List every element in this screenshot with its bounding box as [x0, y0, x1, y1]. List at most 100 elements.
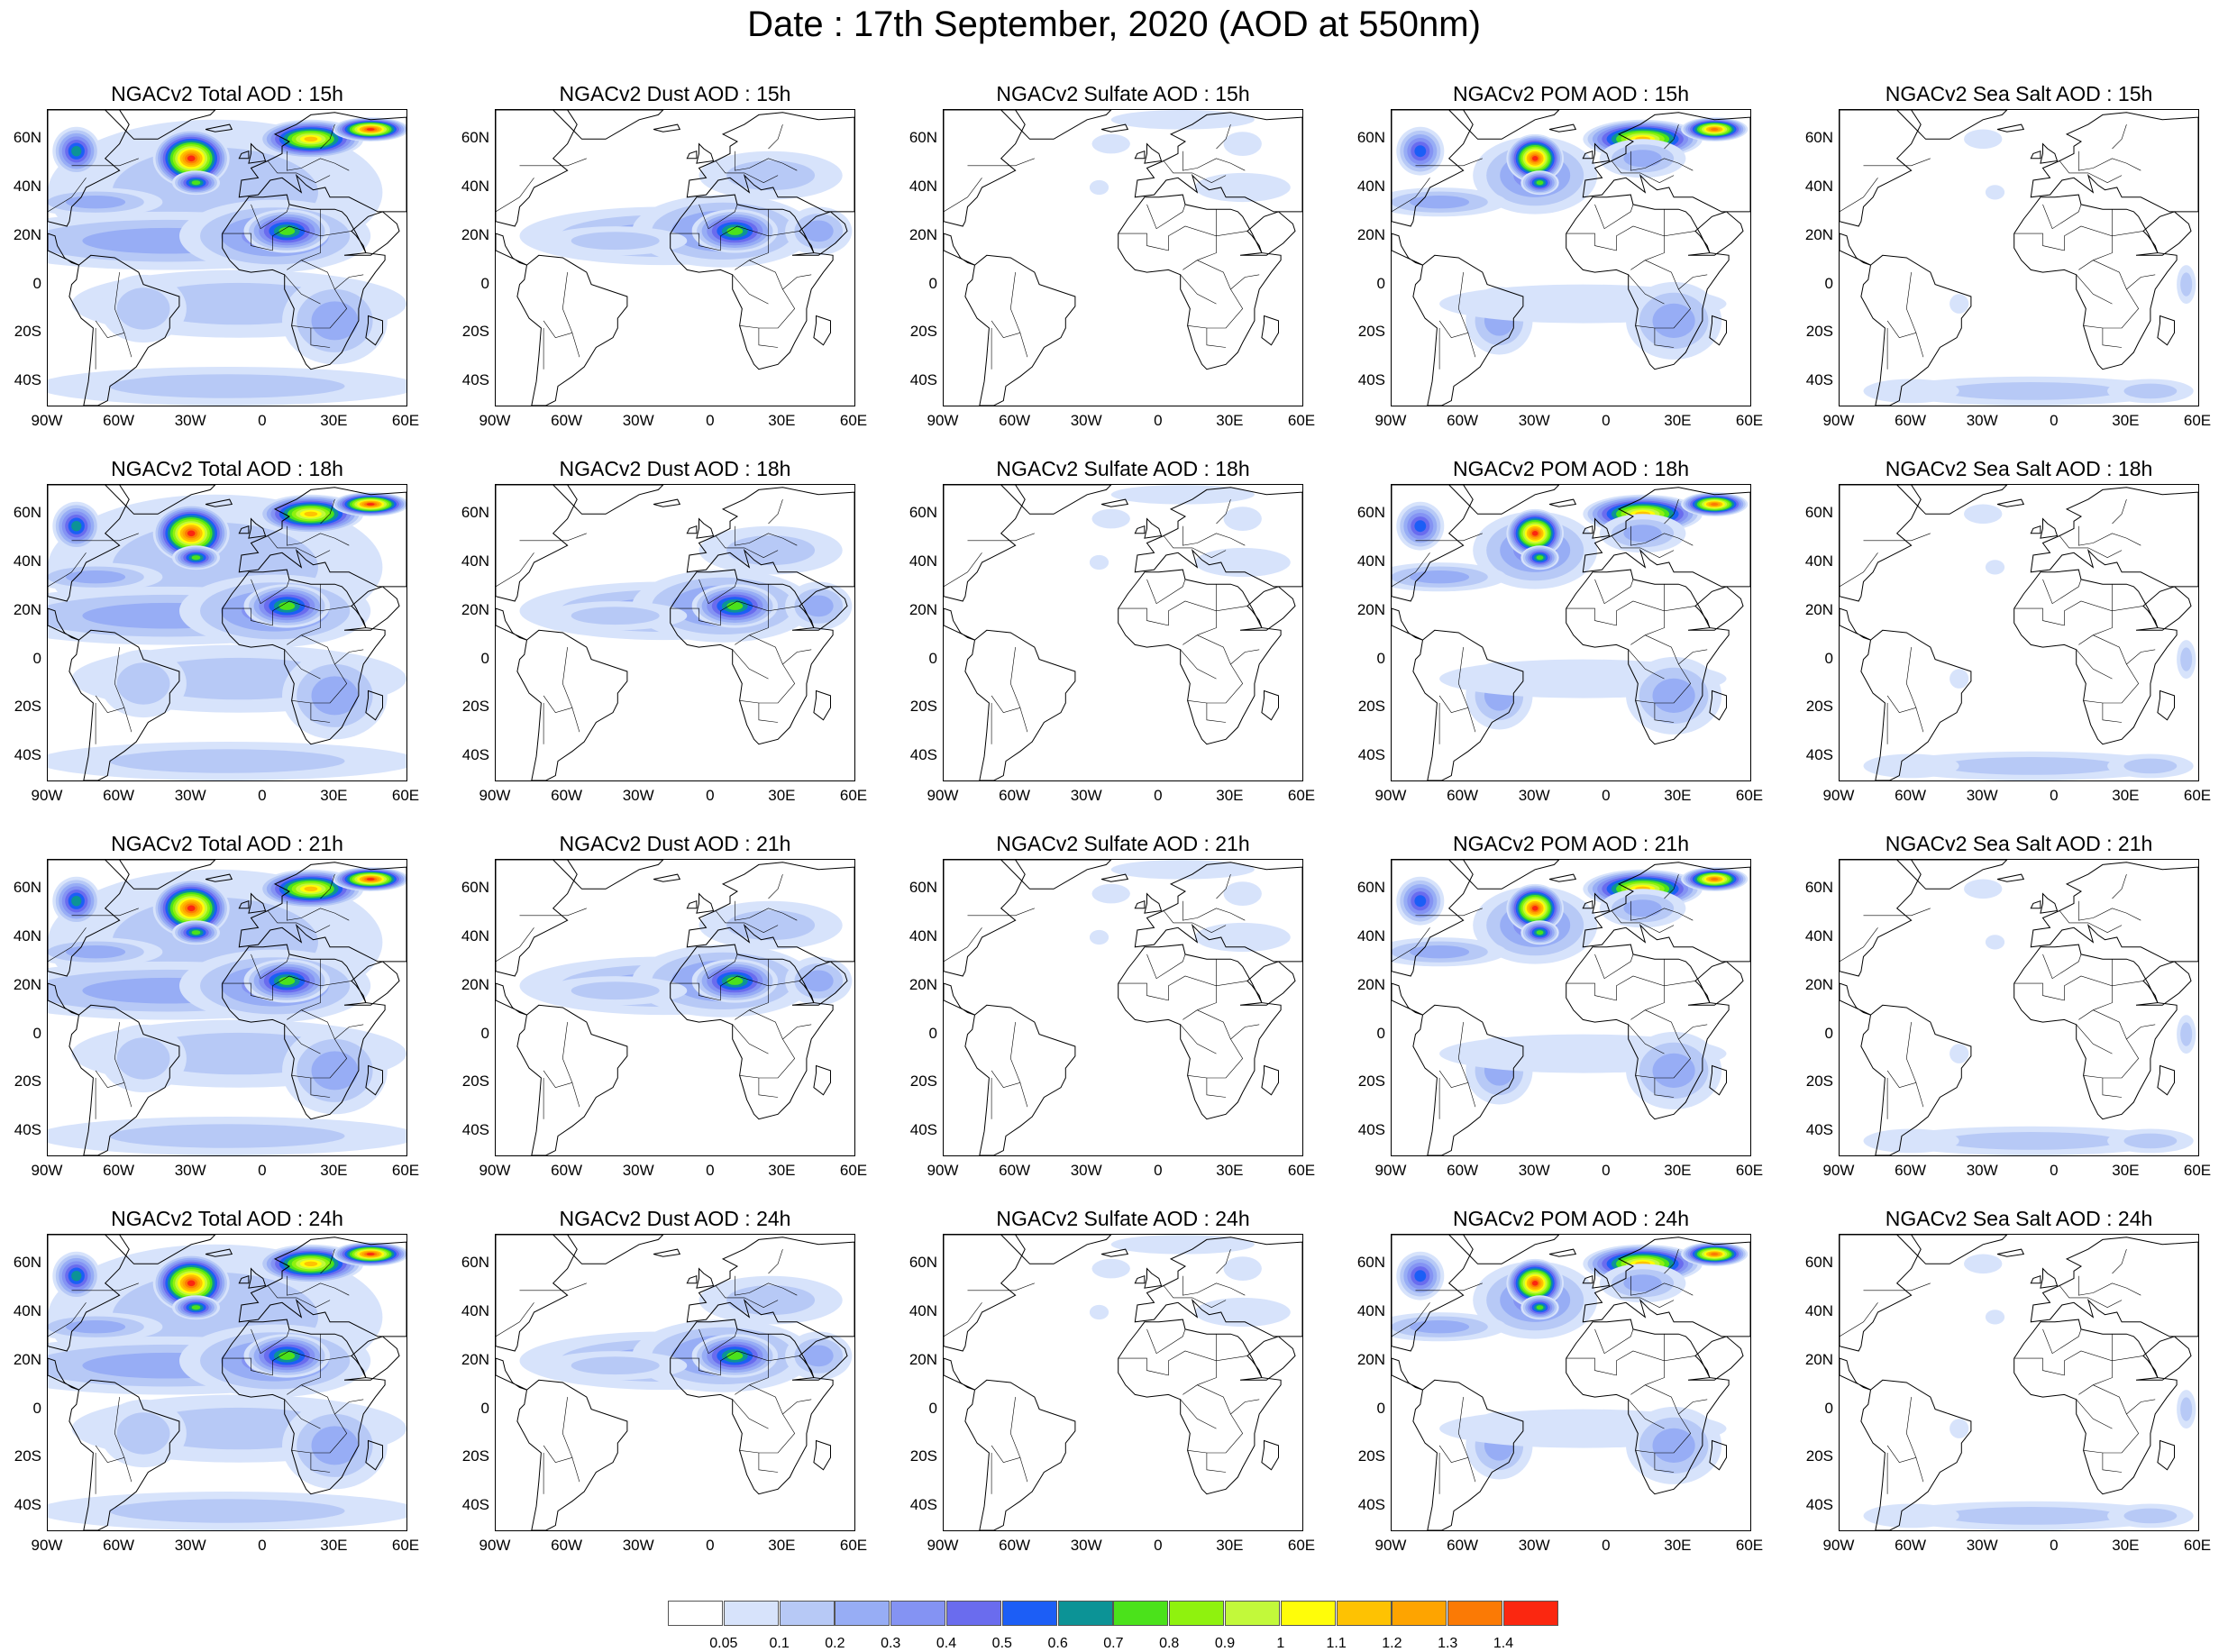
coastline [1392, 607, 1423, 641]
map-plot-area [495, 1234, 855, 1531]
lat-tick-label: 20N [461, 1350, 489, 1368]
coastline [2030, 1275, 2041, 1284]
country-border [496, 178, 534, 213]
coastline [944, 860, 1026, 977]
aod-plume [1942, 757, 2120, 775]
coastline [1860, 629, 1972, 780]
colorbar-swatch [1503, 1601, 1558, 1626]
aod-map [1840, 860, 2198, 1155]
country-border [1187, 1384, 1244, 1454]
map-panel-sulfate: NGACv2 Sulfate AOD : 15h 60N 40N 20N 0 20S 40S… [896, 81, 1315, 451]
coastline [552, 110, 664, 140]
colorbar-tick-label: 0.9 [1214, 1636, 1236, 1651]
country-border [1415, 533, 1483, 542]
lon-tick-label: 60W [103, 1162, 135, 1179]
country-border [267, 1285, 331, 1309]
aod-plume [366, 878, 375, 881]
lon-tick-label: 90W [31, 1162, 63, 1179]
map-panel-sulfate: NGACv2 Sulfate AOD : 21h 60N 40N 20N 0 20S 40S… [896, 831, 1315, 1200]
country-border [1216, 1249, 1231, 1274]
country-border [1630, 900, 1694, 921]
aod-plume [1942, 1132, 2120, 1150]
map-plot-area [1839, 109, 2199, 406]
country-border [1566, 225, 1665, 270]
lat-tick-label: 40S [461, 746, 489, 764]
lon-tick-label: 90W [1822, 412, 1855, 429]
lon-tick-label: 60W [1895, 1162, 1927, 1179]
coastline [1134, 525, 1146, 534]
coastline [1709, 1064, 1727, 1096]
coastline [496, 1357, 527, 1391]
country-border [734, 1275, 798, 1296]
country-border [1206, 703, 1227, 723]
coastline [1840, 233, 1871, 266]
country-border [2013, 975, 2113, 1020]
coastline [496, 982, 527, 1016]
lon-tick-label: 30E [1216, 412, 1244, 429]
country-border [2112, 959, 2144, 987]
lon-tick-label: 0 [2050, 1537, 2059, 1554]
coastline [104, 1235, 216, 1264]
country-border [1180, 274, 1217, 305]
country-border [284, 274, 321, 305]
coastline [238, 525, 250, 534]
lat-tick-label: 40N [461, 552, 489, 570]
aod-map [944, 860, 1302, 1155]
panel-title: NGACv2 Dust AOD : 18h [559, 457, 791, 480]
map-plot-area [47, 109, 407, 406]
lon-tick-label: 60E [391, 1537, 420, 1554]
colorbar-tick-label: 1.4 [1493, 1636, 1514, 1651]
map-plot-area [47, 484, 407, 781]
country-border [1678, 1024, 1708, 1040]
lon-tick-label: 30W [174, 787, 206, 804]
country-border [758, 703, 779, 723]
aod-plume [2123, 1508, 2178, 1524]
country-border [284, 1024, 321, 1054]
panel-title: NGACv2 Sea Salt AOD : 24h [1885, 1207, 2153, 1230]
lat-tick-label: 40N [1804, 552, 1833, 570]
coastline [248, 142, 267, 164]
country-border [1654, 1078, 1675, 1098]
country-border [1611, 535, 1675, 559]
country-border [1146, 579, 1186, 605]
lon-tick-label: 60W [551, 1162, 583, 1179]
country-border [71, 908, 139, 917]
coastline [1548, 873, 1577, 882]
lon-tick-label: 60E [839, 1162, 868, 1179]
coastline [2157, 1439, 2175, 1471]
aod-plume [1711, 878, 1719, 881]
aod-plume [803, 1345, 834, 1367]
country-border [519, 533, 587, 542]
coastline [1582, 1237, 1750, 1337]
country-border [2059, 910, 2123, 934]
coastline [813, 689, 831, 721]
lat-tick-label: 20N [1356, 600, 1385, 618]
coastline [791, 211, 848, 256]
country-border [782, 1399, 812, 1415]
lat-tick-label: 20S [909, 1447, 937, 1465]
country-border [1216, 1334, 1248, 1362]
country-border [1206, 1453, 1227, 1473]
country-border [1628, 1024, 1665, 1054]
lon-tick-label: 90W [1822, 1162, 1855, 1179]
lat-tick-label: 40S [1805, 746, 1833, 764]
aod-plume [571, 1356, 660, 1375]
country-border [1654, 1453, 1675, 1473]
lon-tick-label: 30W [1070, 412, 1102, 429]
coastline [2013, 194, 2178, 370]
aod-plume [304, 136, 318, 141]
country-border [782, 274, 812, 290]
lon-tick-label: 90W [479, 787, 511, 804]
lon-tick-label: 30W [622, 1162, 654, 1179]
country-border [1594, 1328, 1634, 1355]
aod-plume [1414, 895, 1427, 908]
lat-tick-label: 0 [1376, 649, 1385, 667]
panel-title: NGACv2 Sea Salt AOD : 15h [1885, 82, 2153, 105]
country-border [1392, 927, 1430, 963]
country-border [123, 707, 132, 733]
country-border [1392, 552, 1430, 588]
aod-plume [726, 910, 816, 941]
coastline [1840, 485, 1922, 602]
coastline [1687, 961, 1744, 1006]
lat-tick-label: 60N [909, 129, 937, 147]
